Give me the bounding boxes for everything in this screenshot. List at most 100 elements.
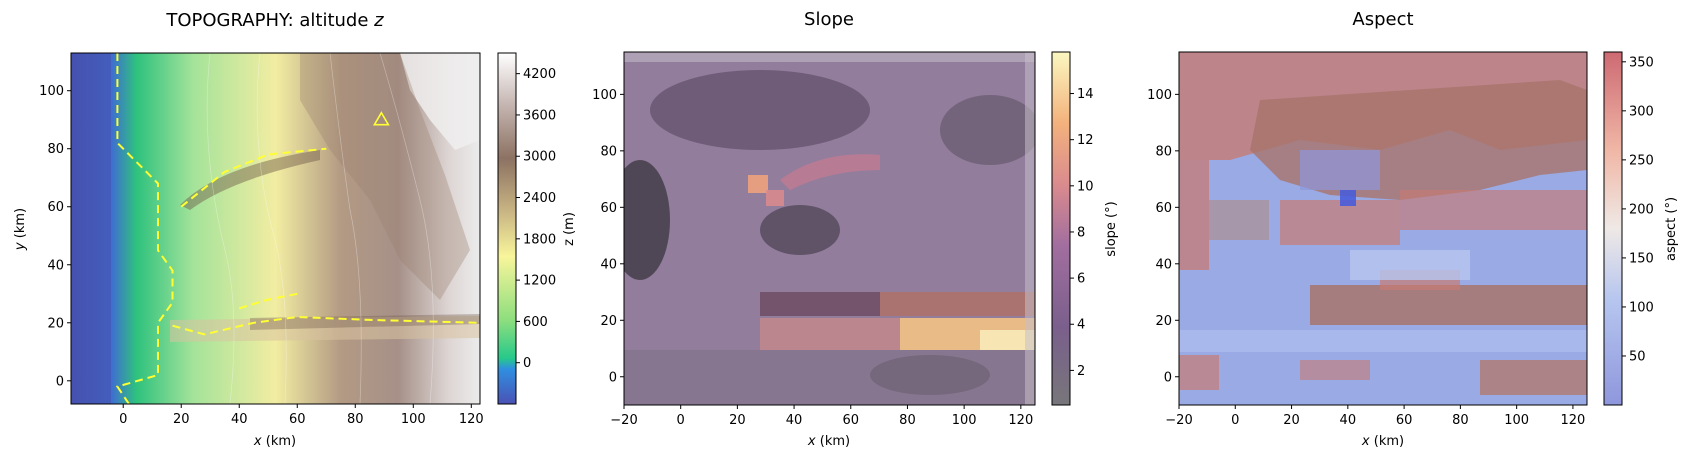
y-tick-label: 80 — [47, 142, 64, 157]
colorbar-tick-label: 1200 — [523, 274, 556, 289]
topography-colorbar-label: z (m) — [562, 212, 577, 246]
aspect-axes-frame — [1178, 51, 1588, 406]
x-tick-label: −20 — [1165, 413, 1192, 428]
x-tick-label: 80 — [1452, 413, 1469, 428]
x-tick-label: 100 — [401, 412, 426, 427]
slope-title: Slope — [804, 9, 854, 30]
colorbar-tick-label: 0 — [523, 356, 531, 371]
x-tick-label: 0 — [677, 413, 685, 428]
colorbar-tick-label: 150 — [1629, 251, 1654, 266]
topography-x-ticks: 0 20 40 60 80 100 120 — [119, 404, 484, 427]
x-tick-label: 40 — [1340, 413, 1357, 428]
y-tick-label: 0 — [609, 370, 617, 385]
y-tick-label: 100 — [592, 88, 617, 103]
x-tick-label: 120 — [1008, 413, 1033, 428]
topography-xlabel: x (km) — [253, 434, 296, 449]
colorbar-tick-label: 14 — [1077, 87, 1094, 102]
colorbar-tick-label: 250 — [1629, 153, 1654, 168]
slope-colorbar-label: slope (°) — [1104, 201, 1119, 256]
x-tick-label: 20 — [1283, 413, 1300, 428]
aspect-colorbar-ticks: 50 100 150 200 250 300 350 — [1622, 55, 1654, 364]
aspect-x-ticks: −20 0 20 40 60 80 100 120 — [1165, 405, 1585, 428]
y-tick-label: 80 — [1155, 144, 1172, 159]
colorbar-tick-label: 350 — [1629, 55, 1654, 70]
aspect-colorbar-label: aspect (°) — [1664, 197, 1679, 261]
colorbar-tick-label: 8 — [1077, 225, 1085, 240]
topography-y-ticks: 0 20 40 60 80 100 — [39, 84, 71, 389]
aspect-colorbar — [1604, 52, 1622, 405]
valley-line — [172, 315, 480, 336]
colorbar-tick-label: 4200 — [523, 67, 556, 82]
colorbar-tick-label: 600 — [523, 315, 548, 330]
colorbar-tick-label: 200 — [1629, 202, 1654, 217]
y-tick-label: 60 — [1155, 201, 1172, 216]
x-tick-label: 0 — [119, 412, 127, 427]
colorbar-tick-label: 1800 — [523, 232, 556, 247]
x-tick-label: 60 — [842, 413, 859, 428]
aspect-y-ticks: 0 20 40 60 80 100 — [1147, 88, 1179, 385]
y-tick-label: 40 — [47, 258, 64, 273]
slope-y-ticks: 0 20 40 60 80 100 — [592, 88, 624, 385]
y-tick-label: 60 — [47, 200, 64, 215]
aspect-heatmap — [1179, 52, 1587, 405]
x-tick-label: 20 — [729, 413, 746, 428]
x-tick-label: 120 — [1561, 413, 1586, 428]
north-ridge-line — [180, 147, 327, 208]
y-tick-label: 40 — [600, 257, 617, 272]
topography-colorbar — [498, 53, 516, 404]
coastline-line — [115, 53, 174, 404]
slope-x-ticks: −20 0 20 40 60 80 100 120 — [610, 405, 1033, 428]
colorbar-tick-label: 50 — [1629, 349, 1646, 364]
topography-title: TOPOGRAPHY: altitude z — [165, 10, 384, 31]
colorbar-tick-label: 6 — [1077, 272, 1085, 287]
colorbar-tick-label: 12 — [1077, 133, 1094, 148]
x-tick-label: −20 — [610, 413, 637, 428]
colorbar-tick-label: 100 — [1629, 300, 1654, 315]
x-tick-label: 100 — [1504, 413, 1529, 428]
colorbar-tick-label: 300 — [1629, 104, 1654, 119]
aspect-panel: Aspect −20 0 20 40 60 80 100 120 0 20 40 60 80 100 x… — [1147, 9, 1679, 449]
topography-axes-frame — [70, 52, 481, 405]
topography-heatmap — [71, 53, 480, 404]
y-tick-label: 20 — [1155, 314, 1172, 329]
slope-xlabel: x (km) — [807, 434, 850, 449]
colorbar-tick-label: 3000 — [523, 150, 556, 165]
x-tick-label: 120 — [459, 412, 484, 427]
topography-ylabel: y (km) — [13, 208, 28, 251]
slope-panel: Slope −20 0 20 40 60 80 100 120 — [592, 9, 1119, 449]
y-tick-label: 40 — [1155, 257, 1172, 272]
x-tick-label: 80 — [347, 412, 364, 427]
x-tick-label: 60 — [289, 412, 306, 427]
aspect-xlabel: x (km) — [1361, 434, 1404, 449]
slope-colorbar-ticks: 2 4 6 8 10 12 14 — [1070, 87, 1094, 379]
y-tick-label: 80 — [600, 144, 617, 159]
topography-colorbar-ticks: 0 600 1200 1800 2400 3000 3600 4200 — [516, 67, 556, 371]
slope-axes-frame — [623, 51, 1036, 406]
x-tick-label: 40 — [231, 412, 248, 427]
colorbar-tick-label: 2 — [1077, 364, 1085, 379]
x-tick-label: 20 — [173, 412, 190, 427]
x-tick-label: 100 — [952, 413, 977, 428]
colorbar-tick-label: 4 — [1077, 318, 1085, 333]
y-tick-label: 100 — [1147, 88, 1172, 103]
colorbar-tick-label: 3600 — [523, 108, 556, 123]
colorbar-tick-label: 10 — [1077, 179, 1094, 194]
y-tick-label: 60 — [600, 201, 617, 216]
x-tick-label: 80 — [899, 413, 916, 428]
y-tick-label: 20 — [47, 316, 64, 331]
south-ridge-line — [238, 292, 298, 310]
x-tick-label: 0 — [1231, 413, 1239, 428]
slope-heatmap — [624, 52, 1035, 405]
aspect-title: Aspect — [1352, 9, 1413, 30]
slope-colorbar — [1052, 52, 1070, 405]
summit-marker-triangle — [372, 111, 390, 126]
y-tick-label: 0 — [56, 374, 64, 389]
y-tick-label: 0 — [1164, 370, 1172, 385]
x-tick-label: 40 — [786, 413, 803, 428]
x-tick-label: 60 — [1396, 413, 1413, 428]
y-tick-label: 100 — [39, 84, 64, 99]
y-tick-label: 20 — [600, 314, 617, 329]
colorbar-tick-label: 2400 — [523, 191, 556, 206]
topography-panel: TOPOGRAPHY: altitude z — [13, 10, 577, 449]
